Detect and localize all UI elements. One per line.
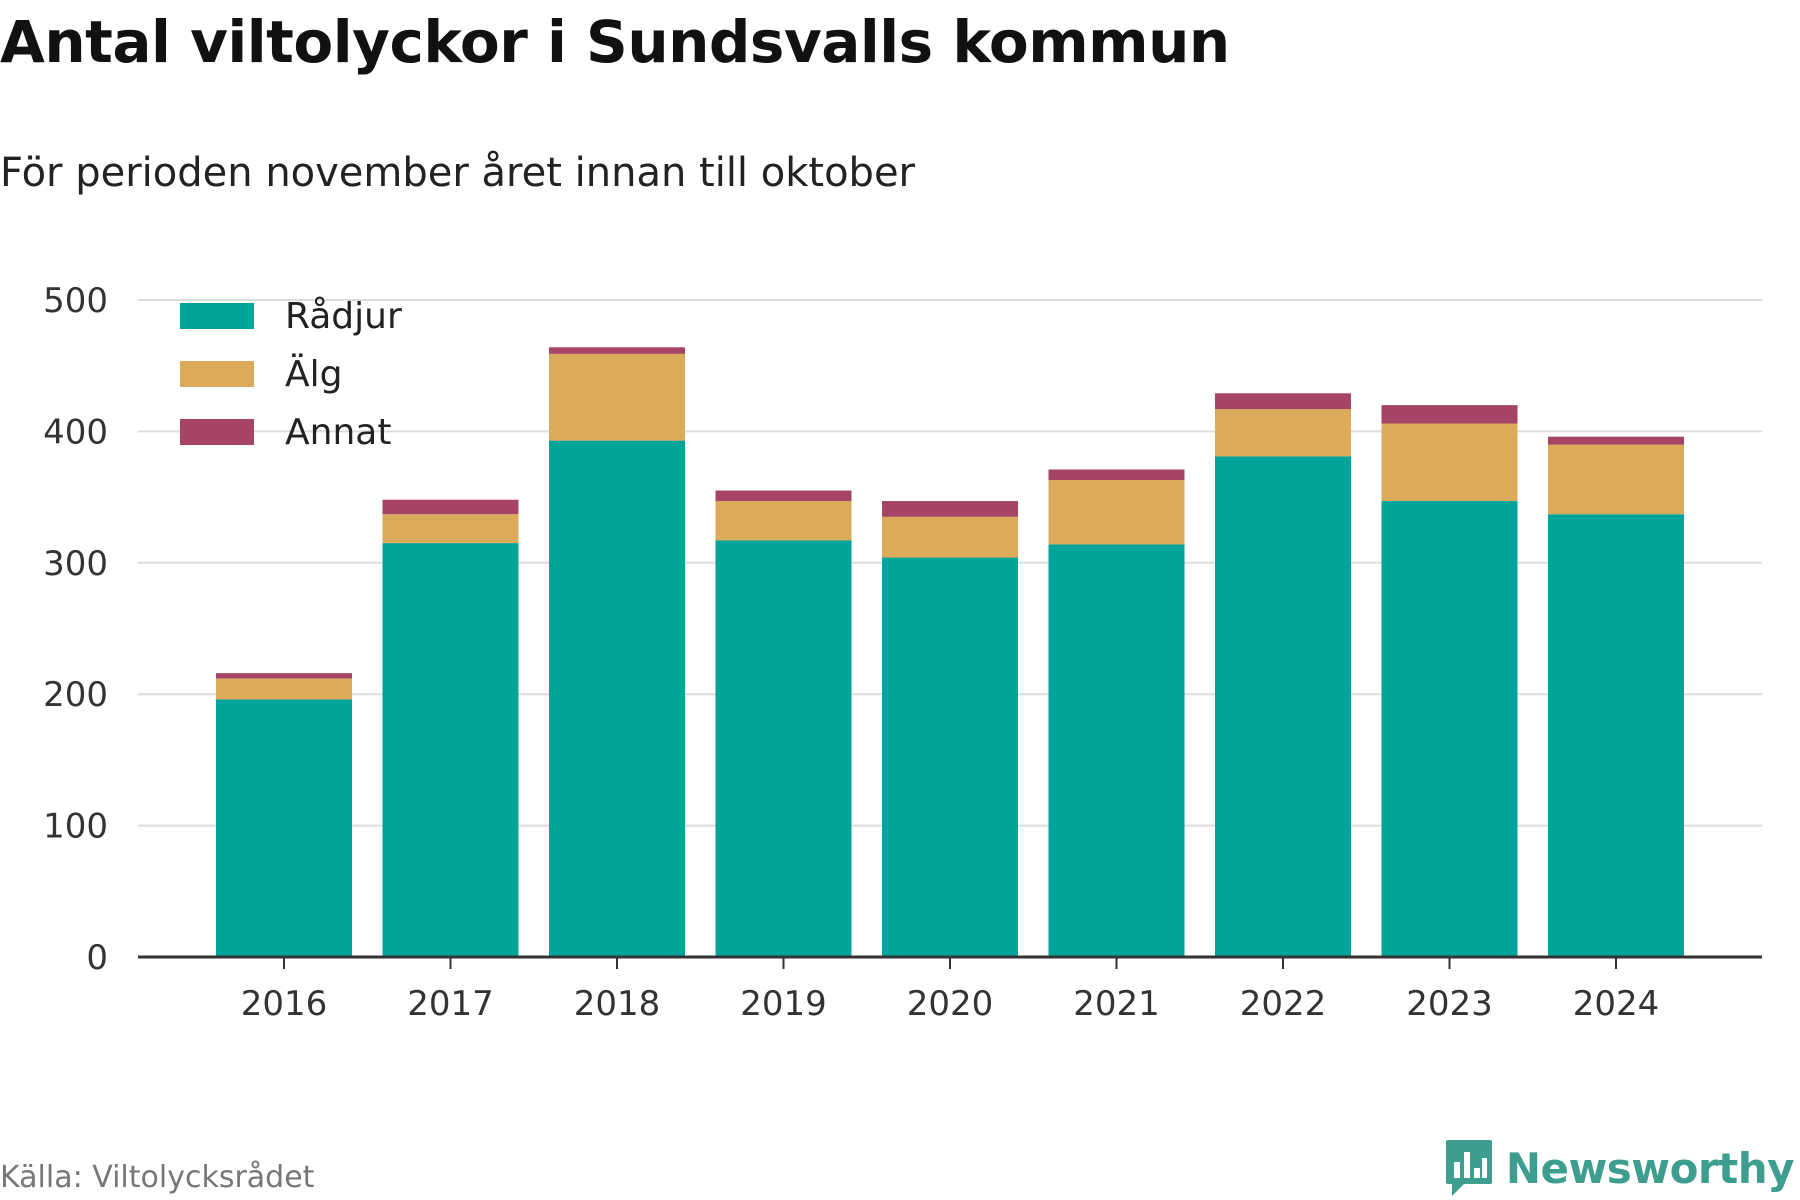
- x-tick-label-2018: 2018: [574, 984, 661, 1024]
- stacked-bar-chart: 0 100 200 300 400 500 2016 2017 2018 2019 2020 202…: [43, 281, 1762, 1024]
- legend: Rådjur Älg Annat: [180, 296, 402, 453]
- x-tick-label-2024: 2024: [1573, 984, 1660, 1024]
- bar-2019-series-1: [715, 540, 852, 957]
- chart-title: Antal viltolyckor i Sundsvalls kommun: [0, 8, 1230, 76]
- brand-name: Newsworthy: [1505, 1143, 1795, 1193]
- bar-2024-series-3: [1548, 436, 1684, 445]
- bar-2018-series-1: [549, 440, 685, 957]
- y-tick-label-100: 100: [43, 807, 108, 847]
- chart-subtitle: För perioden november året innan till ok…: [0, 150, 915, 196]
- bar-2023-series-1: [1381, 501, 1518, 957]
- bar-2018-series-3: [549, 347, 685, 354]
- bar-2022-series-1: [1215, 456, 1351, 957]
- x-tick-label-2023: 2023: [1406, 984, 1493, 1024]
- bar-2016-series-1: [216, 699, 352, 957]
- y-tick-label-500: 500: [43, 281, 108, 321]
- bar-2017-series-1: [382, 543, 519, 957]
- bar-2020-series-3: [882, 501, 1018, 517]
- y-tick-label-300: 300: [43, 544, 108, 584]
- bar-2017-series-2: [382, 514, 519, 544]
- source-note: Källa: Viltolycksrådet: [0, 1160, 315, 1195]
- legend-label-2: Älg: [285, 353, 342, 395]
- x-tick-label-2020: 2020: [907, 984, 994, 1024]
- bar-2021-series-2: [1048, 480, 1185, 545]
- bar-2022-series-3: [1215, 393, 1351, 410]
- bar-2024-series-1: [1548, 514, 1684, 957]
- legend-label-1: Rådjur: [285, 296, 402, 337]
- y-tick-label-400: 400: [43, 412, 108, 452]
- legend-swatch-2: [180, 361, 254, 387]
- bar-2016-series-2: [216, 678, 352, 700]
- legend-swatch-3: [180, 419, 254, 445]
- bar-2021-series-1: [1048, 544, 1185, 957]
- bar-2021-series-3: [1048, 469, 1185, 481]
- bars: [216, 347, 1684, 957]
- brand-logo: Newsworthy: [1444, 1138, 1795, 1198]
- x-tick-label-2021: 2021: [1073, 984, 1160, 1024]
- bar-2020-series-1: [882, 557, 1018, 957]
- bar-2017-series-3: [382, 499, 519, 515]
- bar-2022-series-2: [1215, 409, 1351, 457]
- bar-2019-series-3: [715, 490, 852, 502]
- x-tick-label-2019: 2019: [740, 984, 827, 1024]
- legend-label-3: Annat: [285, 412, 391, 453]
- x-axis: 2016 2017 2018 2019 2020 2021 2022 2023 2024: [138, 955, 1762, 1024]
- bar-2018-series-2: [549, 353, 685, 441]
- bar-2016-series-3: [216, 673, 352, 679]
- x-tick-label-2016: 2016: [241, 984, 328, 1024]
- y-axis: 0 100 200 300 400 500: [43, 281, 108, 978]
- bar-2020-series-2: [882, 516, 1018, 558]
- x-tick-label-2017: 2017: [407, 984, 494, 1024]
- newsworthy-logo-icon: [1445, 1140, 1492, 1196]
- y-tick-label-200: 200: [43, 675, 108, 715]
- bar-2023-series-3: [1381, 405, 1518, 424]
- legend-swatch-1: [180, 303, 254, 329]
- x-tick-label-2022: 2022: [1240, 984, 1327, 1024]
- y-tick-label-0: 0: [86, 938, 108, 978]
- bar-2024-series-2: [1548, 444, 1684, 515]
- bar-2023-series-2: [1381, 423, 1518, 502]
- bar-2019-series-2: [715, 501, 852, 541]
